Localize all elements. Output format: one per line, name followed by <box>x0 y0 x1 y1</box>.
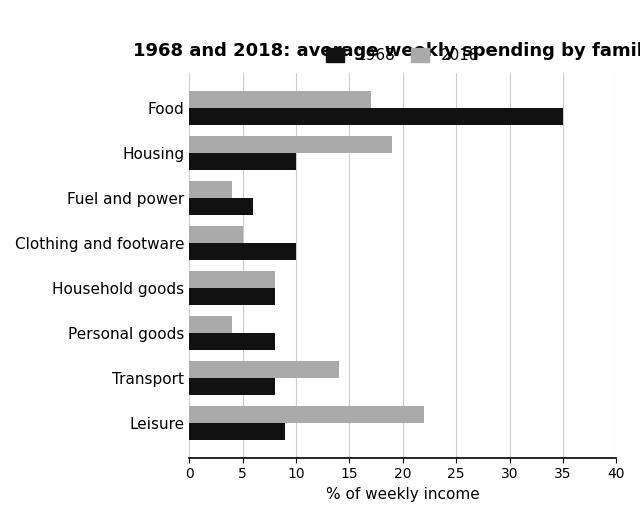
Bar <box>189 198 253 215</box>
Bar <box>189 288 275 305</box>
Bar <box>189 226 243 243</box>
Bar <box>189 90 371 108</box>
Legend: 1968, 2018: 1968, 2018 <box>320 42 486 69</box>
Bar <box>189 316 232 333</box>
X-axis label: % of weekly income: % of weekly income <box>326 487 480 502</box>
Bar <box>189 135 392 153</box>
Bar <box>189 406 424 423</box>
Bar <box>189 333 275 350</box>
Bar <box>189 378 275 395</box>
Bar <box>189 361 339 378</box>
Bar <box>189 423 285 440</box>
Bar <box>189 180 232 198</box>
Bar <box>189 153 296 170</box>
Title: 1968 and 2018: average weekly spending by families: 1968 and 2018: average weekly spending b… <box>133 42 640 60</box>
Bar <box>189 243 296 260</box>
Bar <box>189 108 563 125</box>
Bar <box>189 271 275 288</box>
